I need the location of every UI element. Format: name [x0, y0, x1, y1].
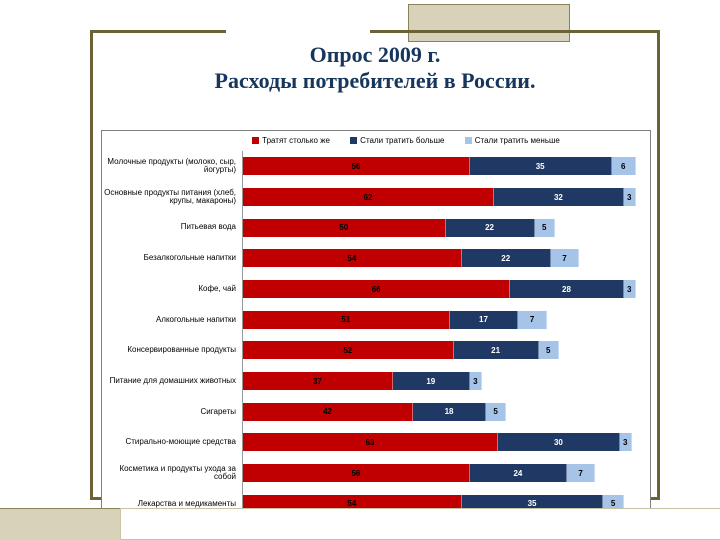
- bar-area: 56356: [242, 151, 648, 182]
- legend-label: Стали тратить меньше: [475, 136, 560, 145]
- legend-item: Стали тратить больше: [350, 136, 444, 145]
- bar-segment: 30: [498, 433, 620, 451]
- title-line-2: Расходы потребителей в России.: [215, 68, 536, 93]
- bar-segment: 24: [470, 464, 567, 482]
- bar-segment: 18: [413, 403, 486, 421]
- chart-legend: Тратят столько же Стали тратить больше Ста…: [102, 131, 650, 149]
- bar-segment: 7: [567, 464, 595, 482]
- legend-item: Тратят столько же: [252, 136, 330, 145]
- bar-segment: 19: [393, 372, 470, 390]
- category-label: Алкогольные напитки: [102, 316, 242, 324]
- chart-row: Стирально-моющие средства63303: [102, 427, 648, 458]
- bar-area: 56247: [242, 458, 648, 489]
- bar-segment: 3: [620, 433, 632, 451]
- content-frame: Опрос 2009 г. Расходы потребителей в Рос…: [90, 30, 660, 500]
- bar-segment: 66: [243, 280, 510, 298]
- footer-strip: [0, 508, 720, 540]
- slide-title: Опрос 2009 г. Расходы потребителей в Рос…: [93, 42, 657, 95]
- bar-area: 42185: [242, 396, 648, 427]
- bar-track: 56247: [243, 464, 648, 482]
- bar-area: 52215: [242, 335, 648, 366]
- bar-segment: 42: [243, 403, 413, 421]
- legend-swatch: [465, 137, 472, 144]
- chart-row: Питание для домашних животных37193: [102, 366, 648, 397]
- bar-segment: 37: [243, 372, 393, 390]
- bar-segment: 28: [510, 280, 623, 298]
- legend-item: Стали тратить меньше: [465, 136, 560, 145]
- category-label: Стирально-моющие средства: [102, 438, 242, 446]
- bar-segment: 56: [243, 157, 470, 175]
- chart-row: Косметика и продукты ухода за собой56247: [102, 458, 648, 489]
- bar-chart: Тратят столько же Стали тратить больше Ста…: [101, 130, 651, 522]
- category-label: Лекарства и медикаменты: [102, 500, 242, 508]
- chart-row: Консервированные продукты52215: [102, 335, 648, 366]
- bar-segment: 17: [450, 311, 519, 329]
- bar-segment: 52: [243, 341, 454, 359]
- bar-track: 51177: [243, 311, 648, 329]
- bar-segment: 35: [470, 157, 612, 175]
- bar-area: 66283: [242, 274, 648, 305]
- bar-segment: 51: [243, 311, 450, 329]
- bar-segment: 54: [243, 249, 462, 267]
- bar-track: 42185: [243, 403, 648, 421]
- bar-track: 54227: [243, 249, 648, 267]
- category-label: Питьевая вода: [102, 223, 242, 231]
- bar-track: 62323: [243, 188, 648, 206]
- bar-segment: 6: [612, 157, 636, 175]
- bar-segment: 63: [243, 433, 498, 451]
- chart-row: Питьевая вода50225: [102, 212, 648, 243]
- category-label: Основные продукты питания (хлеб, крупы, …: [102, 189, 242, 206]
- category-label: Кофе, чай: [102, 285, 242, 293]
- bar-area: 63303: [242, 427, 648, 458]
- bar-segment: 7: [518, 311, 546, 329]
- bar-segment: 7: [551, 249, 579, 267]
- category-label: Сигареты: [102, 408, 242, 416]
- category-label: Питание для домашних животных: [102, 377, 242, 385]
- bar-segment: 3: [470, 372, 482, 390]
- chart-row: Кофе, чай66283: [102, 274, 648, 305]
- category-label: Молочные продукты (молоко, сыр, йогурты): [102, 158, 242, 175]
- bar-track: 52215: [243, 341, 648, 359]
- bar-track: 37193: [243, 372, 648, 390]
- legend-label: Тратят столько же: [262, 136, 330, 145]
- chart-row: Основные продукты питания (хлеб, крупы, …: [102, 182, 648, 213]
- bar-track: 63303: [243, 433, 648, 451]
- category-label: Консервированные продукты: [102, 346, 242, 354]
- bar-segment: 22: [446, 219, 535, 237]
- bar-segment: 50: [243, 219, 446, 237]
- bar-area: 54227: [242, 243, 648, 274]
- legend-swatch: [350, 137, 357, 144]
- bar-segment: 3: [624, 280, 636, 298]
- bar-segment: 21: [454, 341, 539, 359]
- category-label: Безалкогольные напитки: [102, 254, 242, 262]
- chart-plot: Молочные продукты (молоко, сыр, йогурты)…: [102, 151, 648, 519]
- bar-area: 62323: [242, 182, 648, 213]
- legend-label: Стали тратить больше: [360, 136, 444, 145]
- bar-segment: 5: [486, 403, 506, 421]
- bar-segment: 3: [624, 188, 636, 206]
- bar-track: 66283: [243, 280, 648, 298]
- category-label: Косметика и продукты ухода за собой: [102, 465, 242, 482]
- bar-segment: 62: [243, 188, 494, 206]
- bar-area: 50225: [242, 212, 648, 243]
- bar-segment: 5: [539, 341, 559, 359]
- chart-row: Безалкогольные напитки54227: [102, 243, 648, 274]
- bar-area: 37193: [242, 366, 648, 397]
- chart-row: Сигареты42185: [102, 396, 648, 427]
- bar-track: 56356: [243, 157, 648, 175]
- chart-row: Молочные продукты (молоко, сыр, йогурты)…: [102, 151, 648, 182]
- bar-area: 51177: [242, 304, 648, 335]
- title-line-1: Опрос 2009 г.: [310, 42, 441, 67]
- legend-swatch: [252, 137, 259, 144]
- bar-segment: 5: [535, 219, 555, 237]
- bar-segment: 22: [462, 249, 551, 267]
- bar-segment: 32: [494, 188, 624, 206]
- bar-segment: 56: [243, 464, 470, 482]
- chart-row: Алкогольные напитки51177: [102, 304, 648, 335]
- bar-track: 50225: [243, 219, 648, 237]
